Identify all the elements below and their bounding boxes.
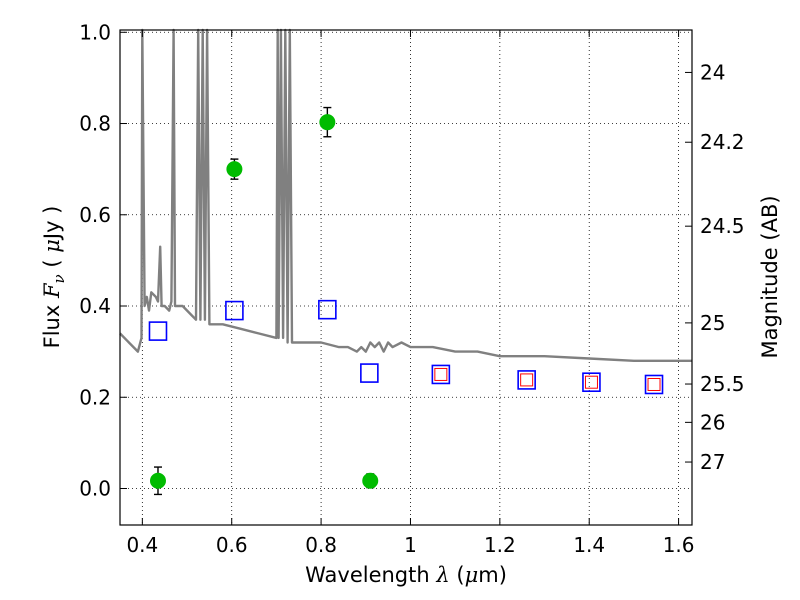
y2-tick-label: 25.5: [700, 372, 745, 396]
y-tick-label: 1.0: [79, 20, 111, 44]
y-tick-label: 0.4: [79, 294, 111, 318]
y2-tick-label: 26: [700, 410, 725, 434]
x-tick-label: 1: [404, 533, 417, 557]
x-axis-label: Wavelength λ (μm): [305, 563, 507, 587]
y-tick-label: 0.0: [79, 477, 111, 501]
axis-ticks: 0.4 0.6 0.8 1 1.2 1.4 1.6 0.0 0.2 0.4 0.6 0.8 1.0 24 2…: [79, 20, 744, 557]
model-flux-square-inner: [434, 367, 448, 381]
x-tick-label: 1.2: [484, 533, 516, 557]
plot-frame: [119, 29, 693, 526]
model-flux-square: [225, 300, 244, 321]
model-flux-square-inner: [647, 377, 661, 391]
observed-flux-point: [362, 472, 379, 489]
y-tick-label: 0.6: [79, 203, 111, 227]
x-tick-label: 1.6: [663, 533, 695, 557]
model-flux-square: [644, 374, 664, 395]
sed-model-line: [119, 28, 692, 362]
model-flux-square: [318, 299, 337, 320]
x-tick-label: 0.6: [216, 533, 248, 557]
model-flux-square-inner: [584, 375, 598, 389]
x-tick-label: 1.4: [573, 533, 605, 557]
y-axis-label: Flux Fν ( μJy ): [40, 206, 68, 349]
y2-tick-label: 24.5: [700, 214, 745, 238]
model-flux-square: [582, 372, 601, 393]
grid: [120, 30, 692, 525]
model-flux-square: [517, 370, 536, 390]
x-tick-label: 0.4: [126, 533, 158, 557]
y2-tick-label: 25: [700, 311, 725, 335]
model-flux-square: [431, 364, 451, 385]
y2-axis-label: Magnitude (AB): [758, 195, 782, 358]
observed-flux-point: [319, 114, 336, 131]
y2-tick-label: 27: [700, 450, 725, 474]
plot-data: [119, 28, 692, 496]
y2-tick-label: 24.2: [700, 130, 745, 154]
model-flux-square-inner: [520, 373, 534, 387]
model-flux-square: [148, 321, 168, 341]
x-tick-label: 0.8: [305, 533, 337, 557]
observed-flux-point: [149, 472, 166, 489]
y-tick-label: 0.2: [79, 385, 111, 409]
model-flux-square: [360, 363, 379, 383]
y2-tick-label: 24: [700, 60, 725, 84]
observed-flux-point: [226, 161, 243, 178]
y-tick-label: 0.8: [79, 112, 111, 136]
